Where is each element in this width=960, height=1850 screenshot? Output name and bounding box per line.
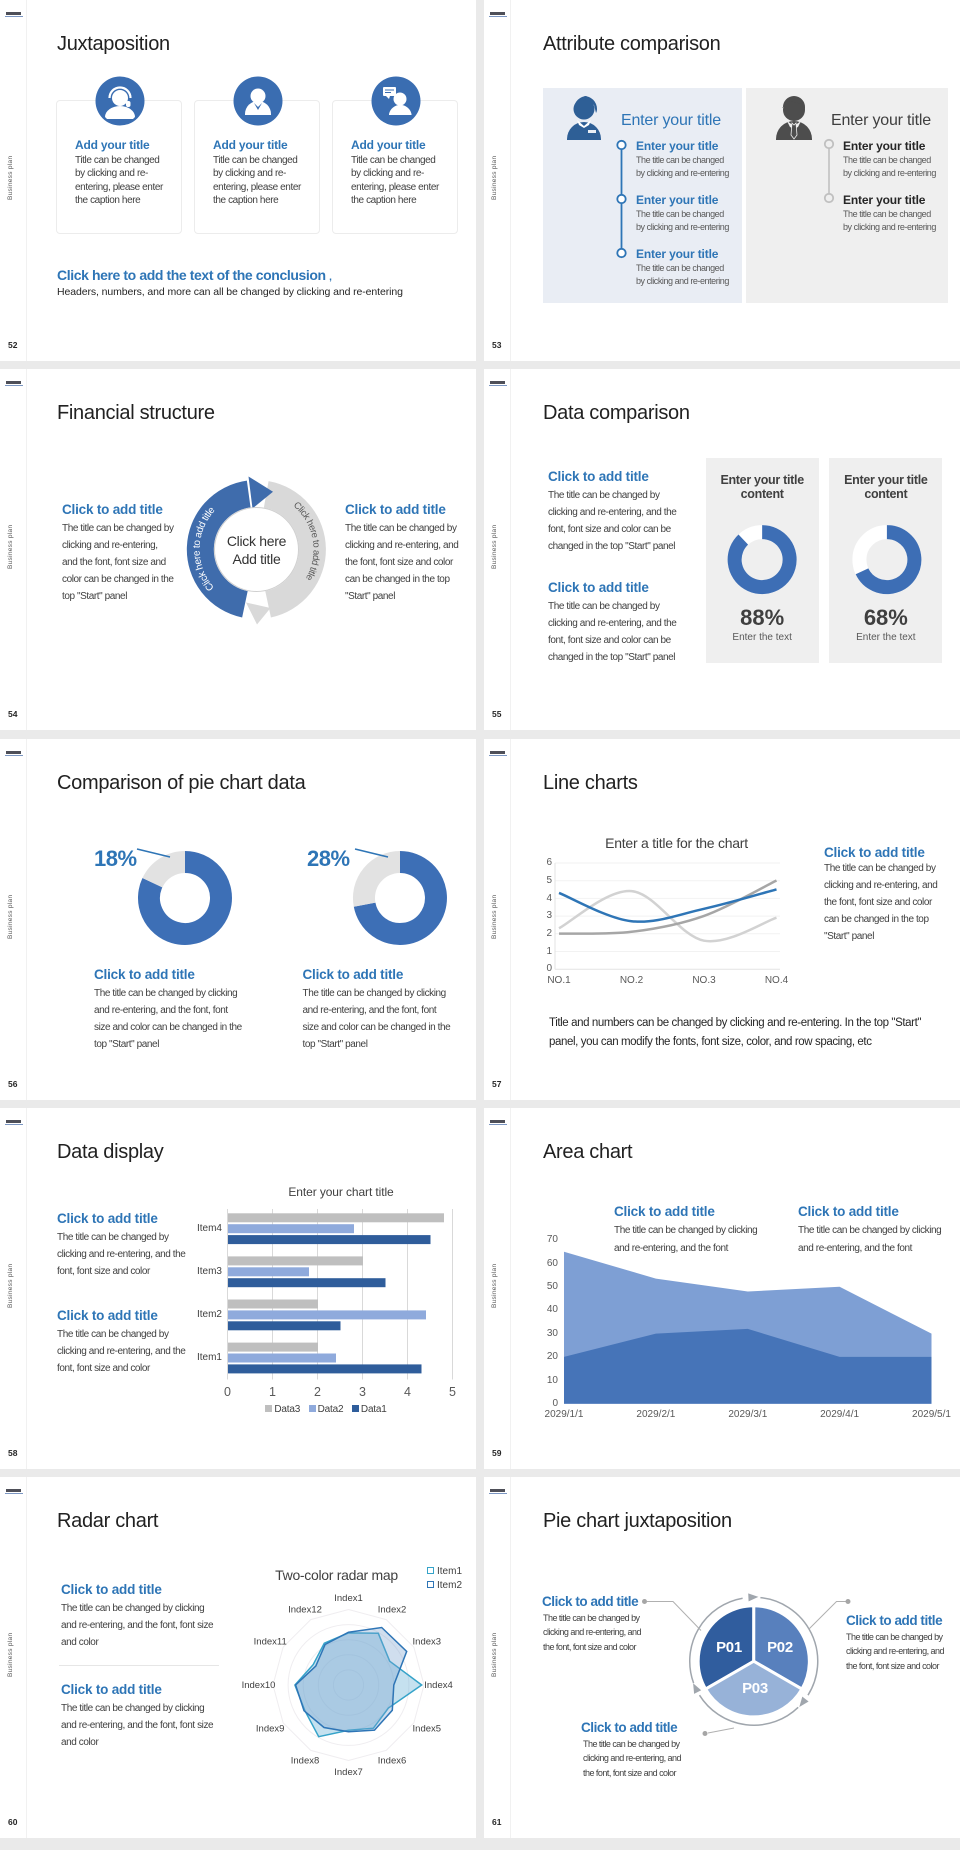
svg-text:Index10: Index10 [242, 1680, 276, 1691]
svg-text:Index1: Index1 [334, 1593, 363, 1604]
svg-text:Index12: Index12 [288, 1605, 322, 1616]
svg-text:Index6: Index6 [378, 1755, 407, 1766]
svg-text:Index2: Index2 [378, 1605, 407, 1616]
svg-text:Index5: Index5 [413, 1724, 442, 1735]
svg-text:Index7: Index7 [334, 1767, 363, 1778]
svg-text:Index4: Index4 [424, 1680, 453, 1691]
svg-text:Index9: Index9 [256, 1724, 285, 1735]
svg-text:Index3: Index3 [413, 1637, 442, 1648]
svg-text:Index11: Index11 [254, 1637, 287, 1648]
svg-text:Index8: Index8 [291, 1755, 320, 1766]
